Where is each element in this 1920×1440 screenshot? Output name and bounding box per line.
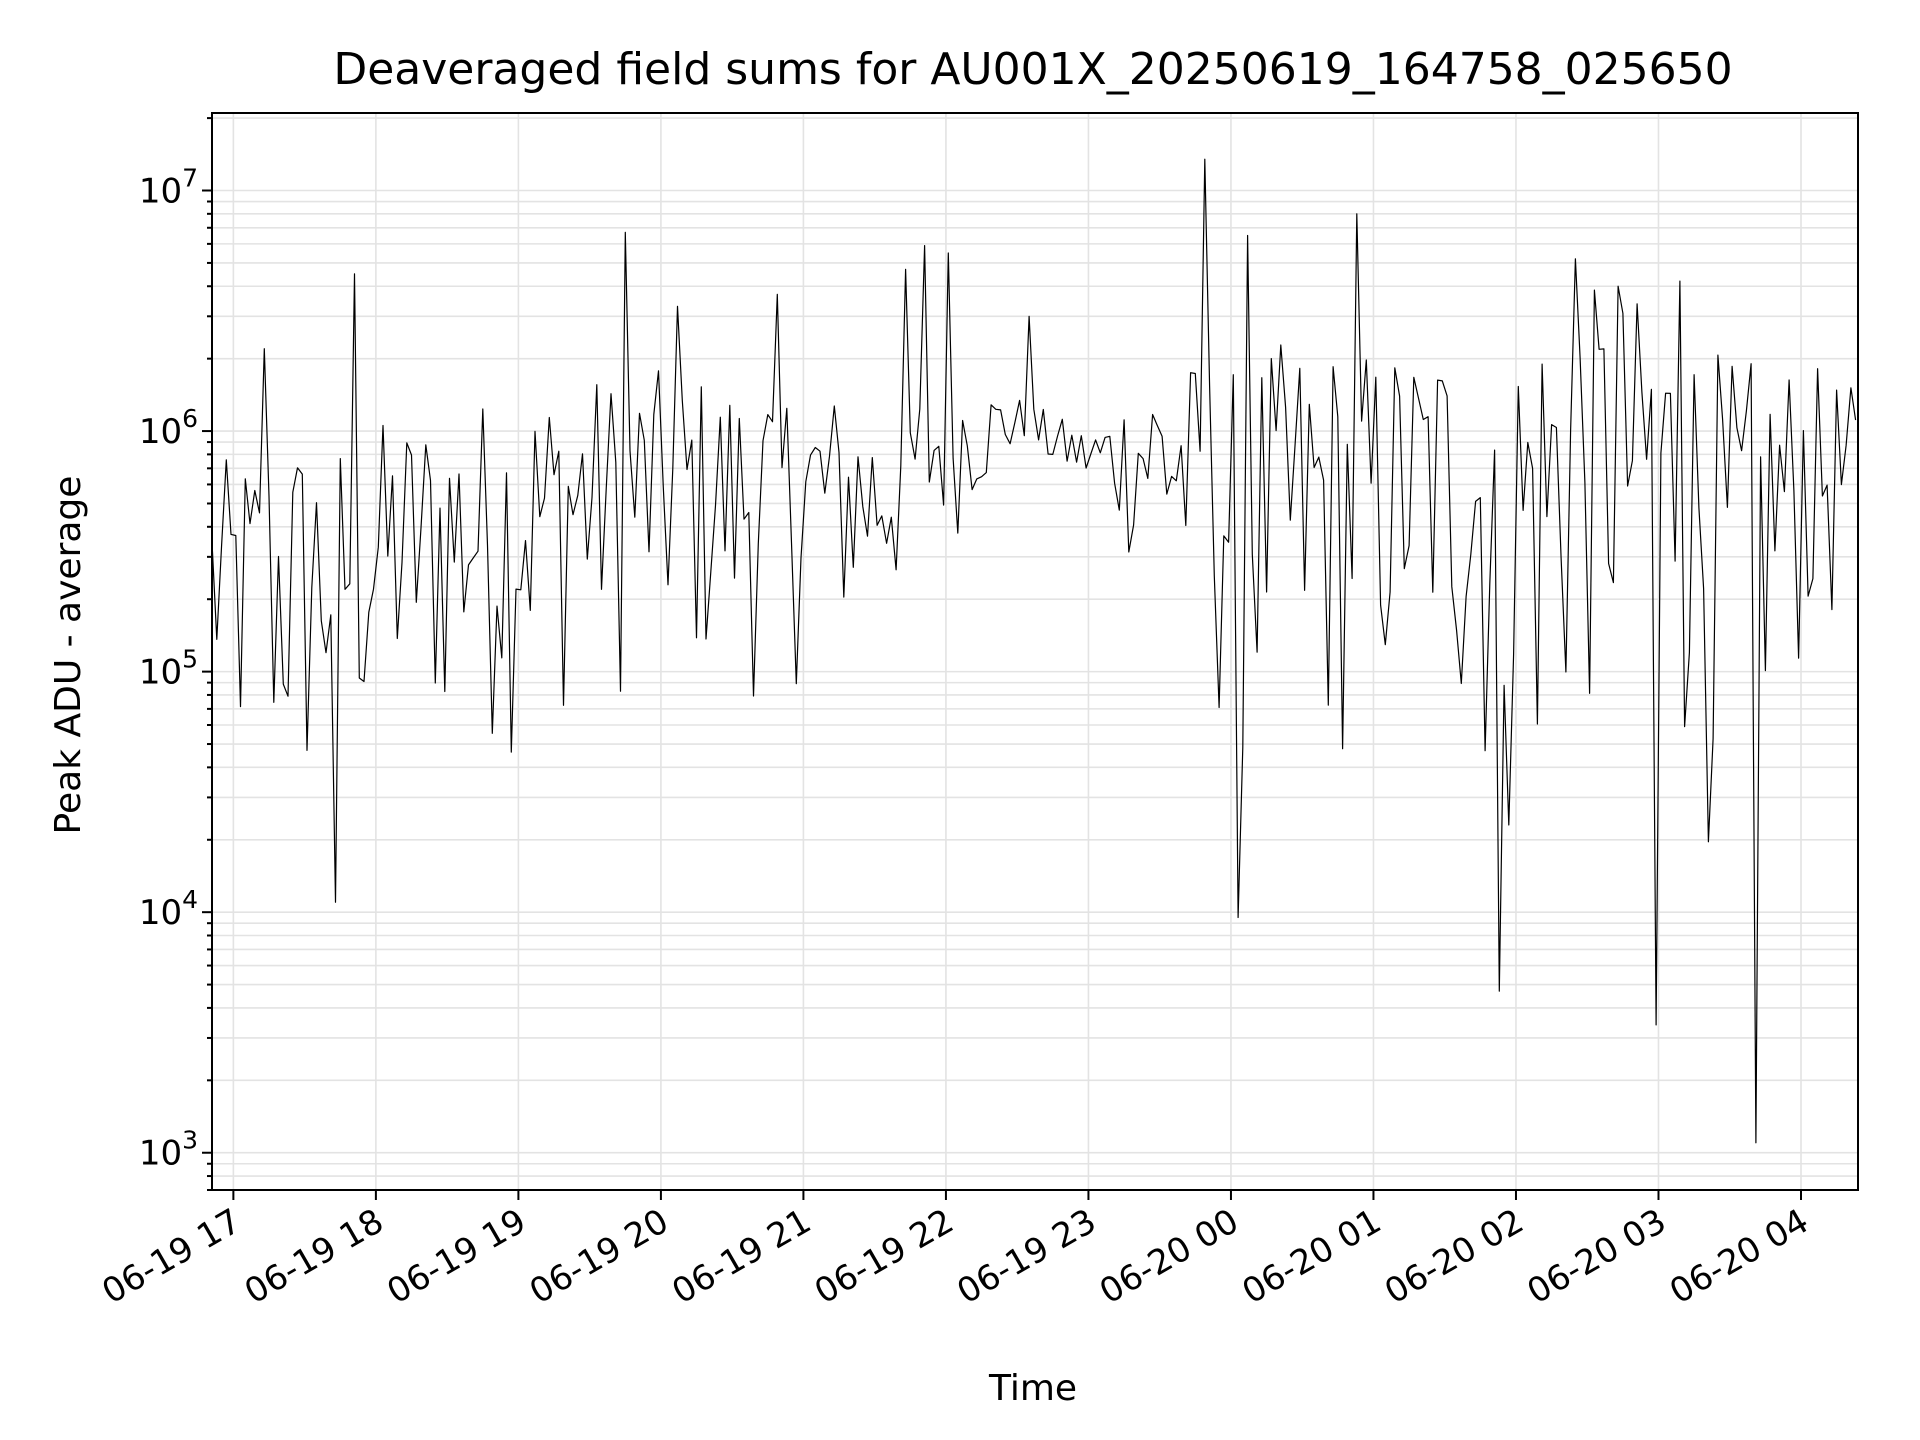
gridlines — [212, 113, 1858, 1191]
series-line — [211, 158, 1857, 1144]
data-series — [211, 158, 1857, 1144]
x-axis-label: Time — [988, 1368, 1077, 1409]
plot-frame — [211, 112, 1859, 1191]
y-tick-label: 104 — [139, 885, 198, 933]
chart-title: Deaveraged field sums for AU001X_2025061… — [333, 44, 1732, 95]
y-axis-label: Peak ADU - average — [48, 476, 89, 835]
y-tick-label: 103 — [139, 1126, 198, 1174]
y-tick-label: 107 — [139, 164, 198, 212]
y-tick-label: 105 — [139, 645, 198, 693]
y-axis: 103 104 105 106 107 — [139, 117, 212, 1191]
y-tick-label: 106 — [139, 404, 198, 452]
